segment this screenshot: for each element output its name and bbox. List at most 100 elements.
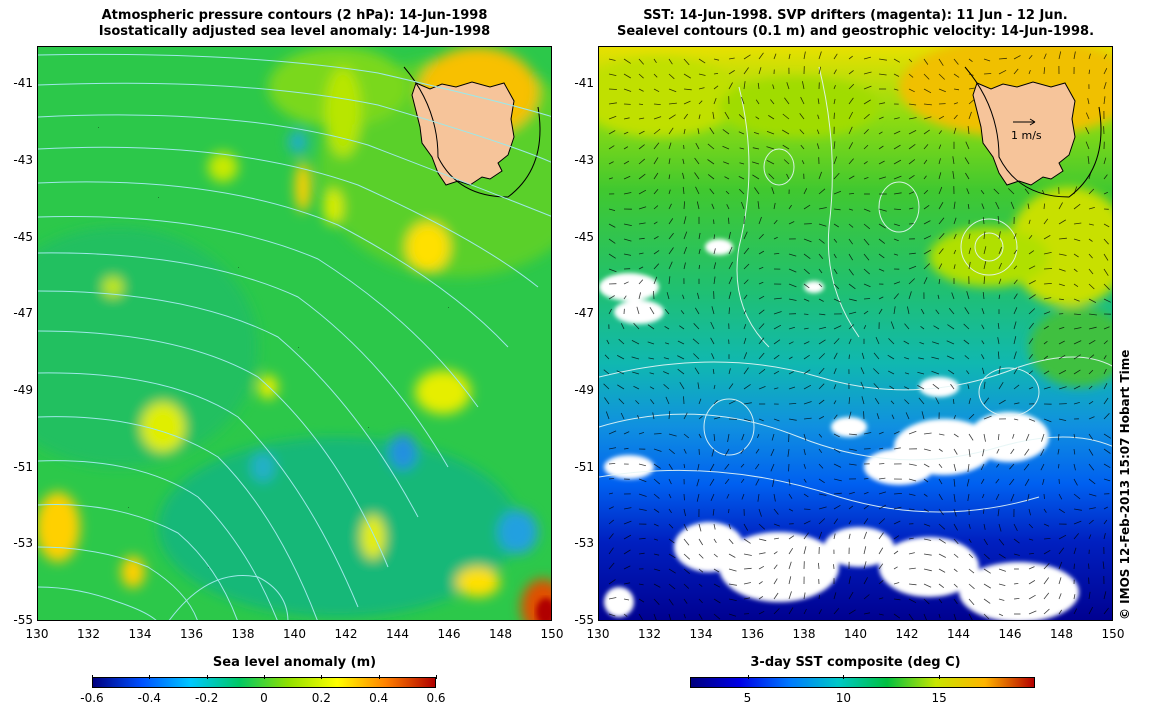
velocity-arrow — [818, 207, 827, 210]
velocity-arrow — [1028, 538, 1034, 541]
velocity-arrow — [893, 253, 899, 256]
lon-tick-label: 148 — [1050, 627, 1073, 641]
velocity-arrow — [788, 386, 796, 390]
velocity-arrow — [983, 553, 990, 560]
velocity-arrow — [713, 73, 719, 75]
velocity-arrow — [938, 144, 942, 150]
velocity-arrow — [983, 246, 987, 255]
velocity-arrow — [710, 321, 715, 330]
velocity-arrow — [668, 598, 674, 606]
velocity-arrow — [893, 58, 900, 63]
velocity-arrow — [1043, 252, 1052, 255]
velocity-arrow — [966, 478, 970, 487]
velocity-arrow — [997, 508, 1000, 517]
velocity-arrow — [1028, 508, 1031, 516]
velocity-arrow — [938, 88, 946, 93]
velocity-arrow — [722, 145, 730, 150]
colorbar-tick-mark — [321, 675, 323, 679]
velocity-arrow — [683, 568, 690, 575]
velocity-arrow — [923, 58, 929, 65]
velocity-arrow — [889, 385, 895, 390]
velocity-arrow — [743, 310, 747, 315]
velocity-arrow — [1088, 268, 1094, 275]
velocity-arrow — [1043, 493, 1045, 499]
velocity-arrow — [711, 203, 715, 210]
velocity-arrow — [968, 538, 972, 543]
velocity-arrow — [1028, 580, 1036, 585]
velocity-arrow — [833, 607, 840, 615]
velocity-arrow — [1058, 202, 1063, 210]
velocity-arrow — [739, 162, 745, 165]
velocity-arrow — [938, 583, 945, 589]
velocity-arrow — [818, 562, 820, 570]
velocity-arrow — [698, 523, 702, 532]
velocity-arrow — [728, 276, 733, 285]
velocity-arrow — [603, 383, 610, 390]
velocity-arrow — [938, 478, 943, 485]
velocity-arrow — [903, 340, 910, 345]
velocity-arrow — [952, 399, 955, 405]
velocity-arrow — [683, 113, 689, 120]
velocity-arrow — [878, 308, 883, 315]
velocity-arrow — [904, 323, 910, 330]
velocity-arrow — [818, 51, 822, 60]
velocity-arrow — [770, 99, 775, 105]
velocity-arrow — [698, 100, 703, 105]
velocity-arrow — [638, 88, 644, 92]
velocity-arrow — [638, 508, 647, 511]
velocity-arrow — [608, 533, 614, 540]
velocity-arrow — [1013, 233, 1017, 240]
velocity-arrow — [953, 568, 958, 573]
velocity-arrow — [1103, 607, 1109, 615]
velocity-arrow — [773, 253, 780, 255]
velocity-arrow — [694, 157, 700, 165]
lon-tick-label: 144 — [386, 627, 409, 641]
velocity-arrow — [788, 576, 792, 585]
colorbar-tick-mark — [939, 675, 941, 679]
velocity-arrow — [878, 463, 885, 465]
velocity-arrow — [818, 238, 825, 244]
velocity-arrow — [878, 597, 884, 600]
velocity-arrow — [983, 381, 986, 390]
velocity-arrow — [771, 187, 775, 195]
velocity-arrow — [1073, 253, 1079, 258]
sst-colorbar-title: 3-day SST composite (deg C) — [750, 655, 961, 670]
velocity-arrow — [713, 568, 720, 573]
cloud-mask — [599, 239, 1079, 620]
velocity-arrow — [782, 113, 790, 120]
velocity-arrow — [953, 598, 958, 605]
velocity-arrow — [710, 337, 715, 345]
velocity-arrow — [953, 538, 959, 545]
velocity-arrow — [608, 506, 614, 510]
velocity-arrow — [666, 292, 670, 300]
velocity-arrow — [623, 146, 629, 150]
velocity-arrow — [953, 73, 960, 78]
velocity-arrow — [818, 594, 820, 600]
velocity-arrow — [931, 341, 940, 345]
velocity-arrow — [878, 116, 884, 120]
velocity-arrow — [968, 598, 975, 606]
velocity-arrow — [1024, 448, 1030, 456]
velocity-arrow — [1043, 549, 1051, 555]
velocity-arrow — [608, 88, 617, 90]
velocity-arrow — [968, 398, 971, 405]
velocity-arrow — [848, 609, 856, 615]
velocity-arrow — [773, 523, 780, 527]
velocity-arrow — [818, 339, 826, 345]
velocity-arrow — [803, 204, 811, 210]
velocity-arrow — [1028, 553, 1034, 555]
velocity-arrow — [938, 553, 946, 558]
velocity-arrow — [668, 433, 677, 437]
velocity-arrow — [664, 308, 670, 315]
velocity-arrow — [738, 114, 745, 120]
velocity-arrow — [638, 613, 643, 620]
velocity-arrow — [665, 396, 670, 405]
velocity-arrow — [1028, 308, 1036, 315]
velocity-arrow — [1088, 400, 1094, 405]
velocity-arrow — [953, 493, 956, 502]
velocity-arrow — [848, 397, 851, 405]
velocity-arrow — [757, 201, 760, 210]
velocity-arrow — [1058, 283, 1065, 287]
velocity-arrow — [650, 399, 655, 405]
pressure-contours — [38, 53, 551, 620]
